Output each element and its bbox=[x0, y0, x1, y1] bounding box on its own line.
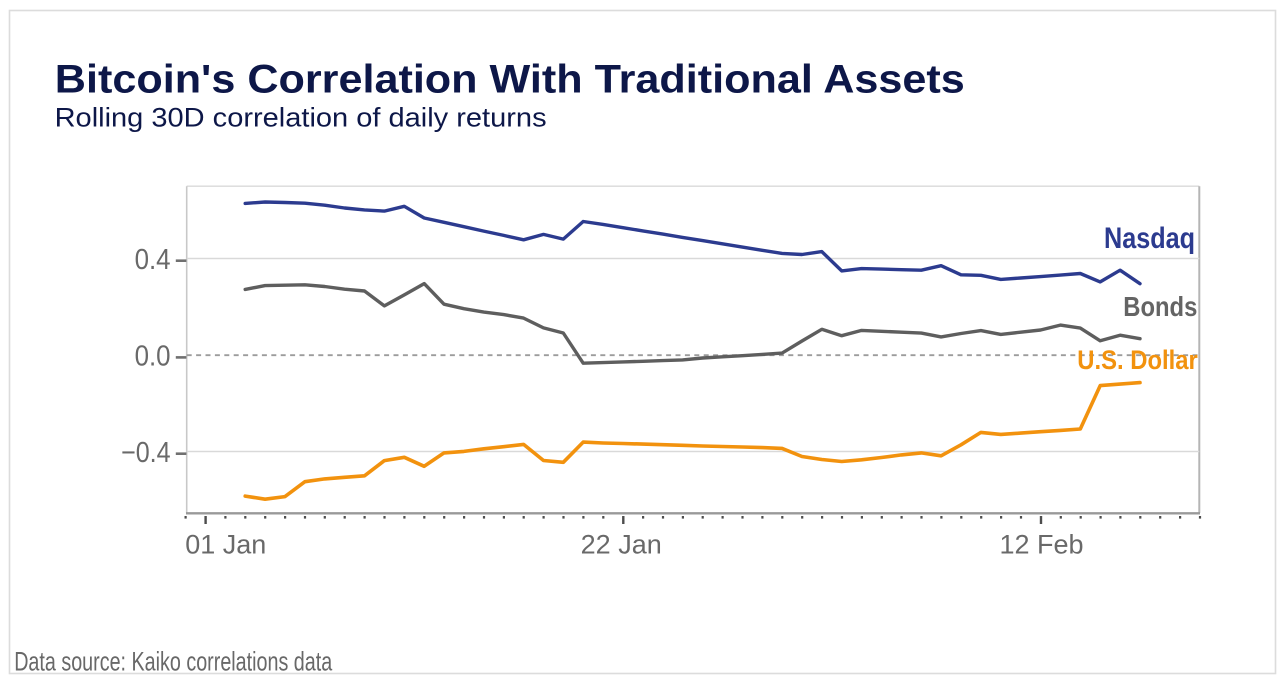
svg-text:Bitcoin's Correlation With Tra: Bitcoin's Correlation With Traditional A… bbox=[55, 58, 965, 102]
svg-text:Rolling 30D correlation of dai: Rolling 30D correlation of daily returns bbox=[55, 103, 547, 133]
svg-text:12 Feb: 12 Feb bbox=[999, 530, 1083, 560]
svg-text:U.S. Dollar: U.S. Dollar bbox=[1077, 345, 1198, 375]
svg-text:−0.4: −0.4 bbox=[121, 437, 171, 469]
svg-text:Bonds: Bonds bbox=[1123, 291, 1197, 322]
svg-text:0.4: 0.4 bbox=[135, 244, 171, 276]
svg-text:0.0: 0.0 bbox=[135, 341, 171, 373]
svg-text:22 Jan: 22 Jan bbox=[581, 530, 662, 560]
svg-text:Data source: Kaiko correlation: Data source: Kaiko correlations data bbox=[14, 646, 333, 676]
svg-text:Nasdaq: Nasdaq bbox=[1104, 222, 1195, 255]
svg-text:01 Jan: 01 Jan bbox=[185, 530, 266, 560]
